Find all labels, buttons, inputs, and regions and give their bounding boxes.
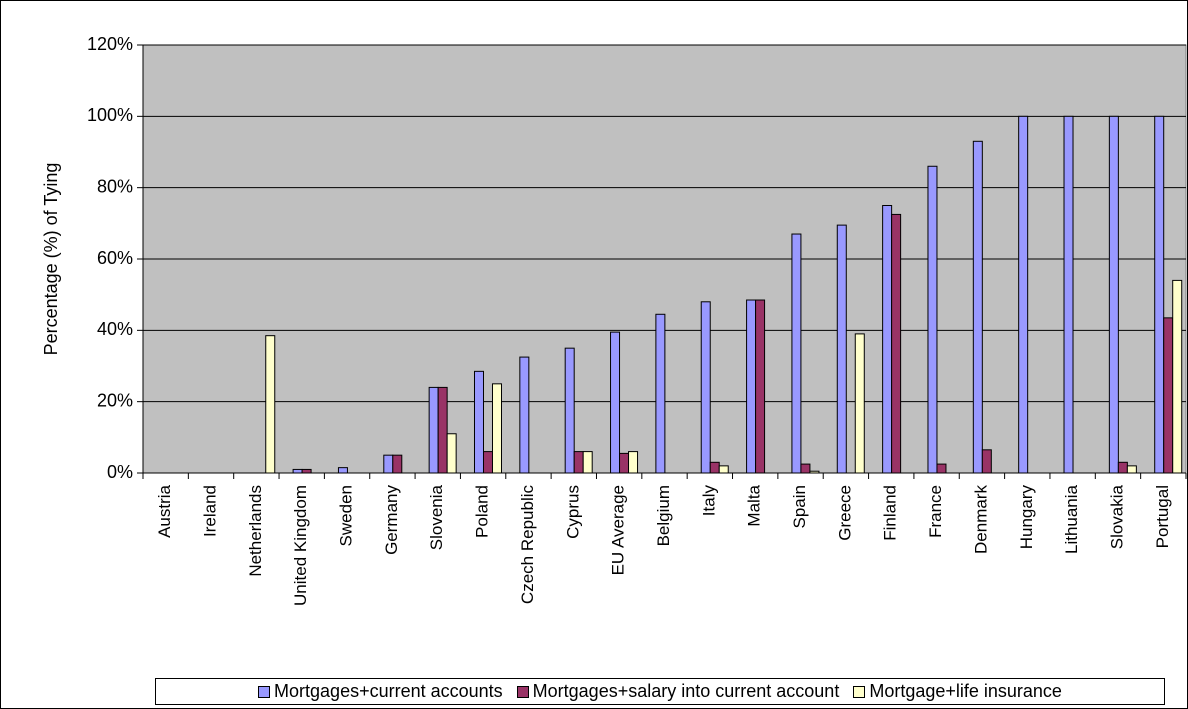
bar [265,335,276,474]
bar [582,451,593,474]
bar [446,433,457,474]
y-tick-label: 40% [97,319,133,339]
legend-label: Mortgage+life insurance [869,681,1062,701]
bar [1154,115,1165,474]
bar [700,301,711,474]
y-tick-label: 80% [97,176,133,196]
x-tick-label: Ireland [201,485,220,537]
bar [628,451,639,474]
x-tick-label: Belgium [654,485,673,546]
bar [1063,115,1074,474]
bar [936,463,947,474]
x-tick-label: France [926,485,945,538]
bar [482,451,493,474]
x-tick-label: Hungary [1017,485,1036,550]
x-tick-label: Sweden [337,485,356,546]
bar [746,299,757,474]
x-tick-label: Malta [745,484,764,526]
bar [301,468,312,474]
legend: Mortgages+current accounts Mortgages+sala… [155,678,1165,705]
bar [882,205,893,474]
bar [854,333,865,474]
y-tick-label: 100% [87,105,133,125]
bar [972,140,983,474]
x-tick-label: Netherlands [246,485,265,577]
bar [1108,115,1119,474]
bar [428,386,439,474]
bar [718,465,729,474]
legend-label: Mortgages+salary into current account [532,681,840,701]
x-tick-label: Spain [790,485,809,528]
x-tick-label: Slovakia [1107,484,1126,549]
x-tick-label: Slovenia [427,484,446,550]
bar [1117,461,1128,474]
bar [791,233,802,474]
legend-label: Mortgages+current accounts [274,681,503,701]
bar [800,463,811,474]
x-tick-label: Lithuania [1062,484,1081,554]
x-tick-label: Austria [155,484,174,537]
bar [619,452,630,474]
bar [755,299,766,474]
legend-item: Mortgage+life insurance [853,681,1062,702]
y-tick-label: 0% [107,462,133,482]
x-tick-label: Czech Republic [518,485,537,605]
bar [573,451,584,474]
x-tick-label: Finland [881,485,900,541]
bar [564,347,575,474]
bar [383,454,394,474]
legend-swatch [853,685,866,698]
bar [655,313,666,474]
bar [927,165,938,474]
bar [709,461,720,474]
bar [437,386,448,474]
bar [1018,115,1029,474]
bar [1163,317,1174,474]
x-tick-label: United Kingdom [291,485,310,606]
legend-item: Mortgages+salary into current account [516,681,840,702]
bar [473,370,484,474]
x-tick-label: Cyprus [563,485,582,539]
bar [337,467,348,474]
x-tick-label: Denmark [971,485,990,554]
y-tick-label: 60% [97,248,133,268]
legend-item: Mortgages+current accounts [258,681,503,702]
bar [519,356,530,474]
bar [836,224,847,474]
bar [981,449,992,474]
y-axis-label: Percentage (%) of Tying [41,163,61,356]
bar [491,383,502,474]
x-tick-label: Italy [699,485,718,517]
x-tick-label: EU Average [609,485,628,575]
y-tick-label: 20% [97,390,133,410]
bar [1126,465,1137,474]
x-tick-label: Greece [835,485,854,541]
bar [292,468,303,474]
legend-swatch [258,685,271,698]
y-tick-label: 120% [87,34,133,54]
bar [392,454,403,474]
x-tick-label: Poland [473,485,492,538]
bar-chart: 0% 20% 40% 60% 80% 100% 120% Austria Ireland Neth… [41,34,1187,606]
bar [610,331,621,474]
x-tick-label: Germany [382,485,401,555]
x-tick-label: Portugal [1153,485,1172,548]
bar [1172,279,1183,474]
legend-swatch [516,685,529,698]
bar [891,213,902,474]
